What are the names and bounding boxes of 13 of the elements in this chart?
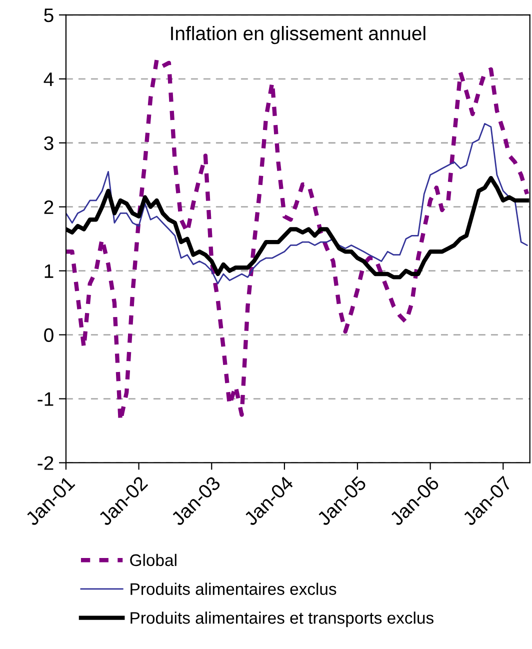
line-series [66,122,528,284]
legend-label: Produits alimentaires exclus [130,582,336,595]
y-tick-label: 5 [44,8,54,22]
y-tick-label: -2 [38,456,54,470]
y-tick-label: 4 [44,72,54,86]
text: Inflation en glissement annuel [171,26,426,44]
legend-label: Global [130,554,176,566]
legend-label: Produits alimentaires et transports exclus [130,612,434,628]
y-tick-label: -1 [38,392,54,406]
y-tick-label: 3 [44,136,54,150]
y-tick-label: 2 [44,200,54,214]
y-tick-label: 1 [44,264,54,278]
y-tick-label: 0 [44,328,54,342]
